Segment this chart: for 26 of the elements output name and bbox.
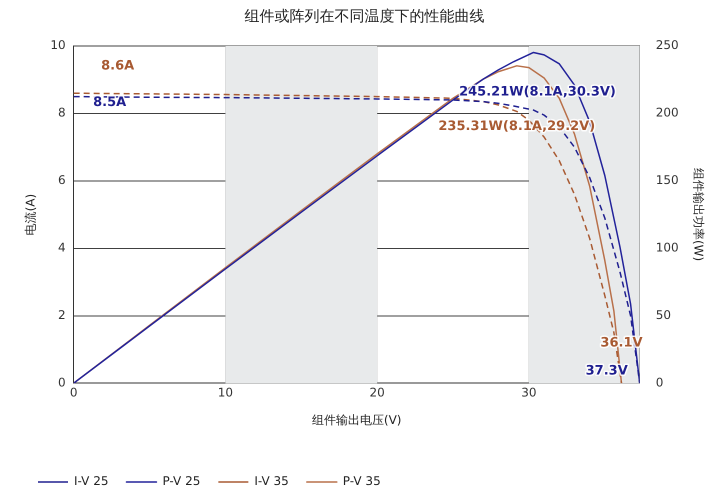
y-tick-label: 4 xyxy=(58,240,66,254)
legend-label: P-V 35 xyxy=(342,474,381,488)
y-tick-label: 0 xyxy=(58,375,66,390)
x-tick-label: 0 xyxy=(70,386,78,400)
x-tick-label: 10 xyxy=(218,386,234,400)
legend-label: P-V 25 xyxy=(162,474,200,488)
legend-label: I-V 25 xyxy=(74,474,108,488)
legend-label: I-V 35 xyxy=(254,474,289,488)
y2-tick-label: 250 xyxy=(656,38,679,52)
y-tick-label: 8 xyxy=(58,106,66,120)
y-axis-title: 电流(A) xyxy=(23,194,38,236)
y-tick-label: 2 xyxy=(58,308,66,322)
y2-tick-label: 150 xyxy=(656,173,679,188)
annotation: 8.6A xyxy=(101,58,134,74)
x-tick-label: 20 xyxy=(370,386,385,400)
y2-axis-title: 组件输出功率(W) xyxy=(692,168,706,262)
y-tick-label: 6 xyxy=(58,173,66,188)
y2-tick-label: 200 xyxy=(656,106,679,120)
annotation: 8.5A xyxy=(93,94,126,110)
y2-tick-label: 100 xyxy=(656,240,679,254)
chart-title: 组件或阵列在不同温度下的性能曲线 xyxy=(244,6,484,25)
y2-tick-label: 50 xyxy=(656,308,671,322)
y2-tick-label: 0 xyxy=(656,375,664,390)
y-tick-label: 10 xyxy=(50,38,66,52)
x-tick-label: 30 xyxy=(521,386,537,400)
x-axis-title: 组件输出电压(V) xyxy=(312,412,402,427)
